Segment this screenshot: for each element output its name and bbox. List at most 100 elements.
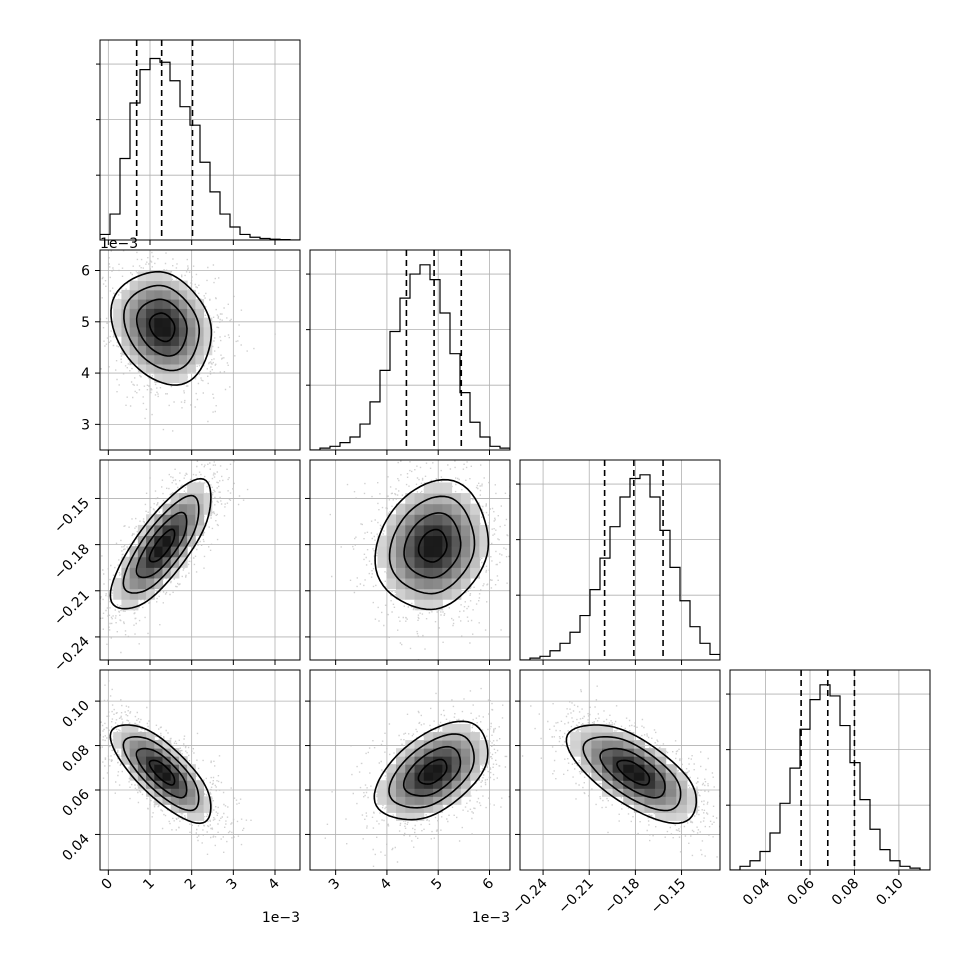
density-cell bbox=[414, 503, 425, 515]
x-tick-label: 3 bbox=[326, 876, 344, 894]
density-cell bbox=[386, 764, 397, 773]
density-cell bbox=[442, 732, 453, 741]
density-cell bbox=[162, 289, 172, 300]
density-cell bbox=[121, 599, 131, 611]
density-cell bbox=[170, 503, 180, 515]
density-cell bbox=[377, 535, 388, 547]
panel-content bbox=[310, 250, 510, 450]
density-cell bbox=[460, 524, 471, 537]
histogram-step bbox=[310, 264, 510, 450]
density-cell bbox=[137, 299, 147, 309]
density-cell bbox=[405, 567, 416, 579]
x-offset-label: 1e−3 bbox=[472, 910, 510, 926]
density-cell bbox=[203, 796, 213, 805]
density-cell bbox=[414, 514, 425, 526]
density-cell bbox=[451, 546, 462, 558]
density-cell bbox=[460, 764, 471, 773]
density-cell bbox=[146, 578, 155, 590]
density-cell bbox=[451, 764, 462, 773]
density-cell bbox=[644, 780, 656, 789]
density-cell bbox=[414, 556, 425, 568]
contour-line bbox=[599, 747, 666, 799]
density-cell bbox=[470, 772, 480, 781]
density-cell bbox=[146, 748, 155, 757]
density-cell bbox=[433, 493, 443, 505]
density-cell bbox=[137, 308, 147, 319]
panel-0-0 bbox=[96, 39, 301, 245]
density-cell bbox=[121, 345, 131, 356]
density-cell bbox=[154, 299, 163, 309]
density-cell bbox=[396, 535, 406, 547]
density-cell bbox=[423, 764, 434, 773]
panel-1-0 bbox=[95, 249, 301, 455]
density-cell bbox=[195, 796, 205, 805]
panel-frame bbox=[309, 669, 511, 871]
density-cell bbox=[423, 546, 434, 558]
density-cell bbox=[178, 280, 188, 291]
density-cell bbox=[414, 788, 425, 797]
panel-frame bbox=[309, 459, 511, 661]
panel-content bbox=[520, 460, 720, 660]
density-cell bbox=[580, 748, 592, 757]
density-cell bbox=[162, 503, 172, 515]
density-cell bbox=[676, 804, 688, 813]
density-cell bbox=[591, 740, 603, 749]
y-tick-label: 5 bbox=[81, 315, 90, 331]
panel-content bbox=[310, 670, 510, 870]
density-cell bbox=[129, 336, 139, 346]
density-cell bbox=[442, 748, 453, 757]
density-cell bbox=[129, 599, 139, 611]
density-cell bbox=[396, 514, 406, 526]
density-cell bbox=[121, 732, 131, 741]
density-cell bbox=[386, 578, 397, 590]
density-cell bbox=[129, 299, 139, 309]
density-cell bbox=[203, 326, 213, 337]
panel-content bbox=[520, 670, 720, 870]
density-cell bbox=[423, 514, 434, 526]
histogram-step bbox=[100, 57, 300, 240]
contour-line bbox=[374, 478, 490, 611]
density-cell bbox=[121, 724, 131, 733]
density-cell bbox=[479, 546, 490, 558]
y-tick-label: 4 bbox=[81, 366, 90, 382]
contour-line bbox=[135, 747, 188, 799]
density-cell bbox=[414, 493, 425, 505]
density-cell bbox=[121, 336, 131, 346]
density-cell bbox=[442, 740, 453, 749]
density-cell bbox=[612, 740, 624, 749]
density-cell bbox=[655, 804, 667, 813]
density-cell bbox=[154, 289, 163, 300]
density-cell bbox=[162, 280, 172, 291]
density-cell bbox=[146, 271, 155, 282]
density-cell bbox=[405, 535, 416, 547]
density-cell bbox=[423, 732, 434, 741]
density-cell bbox=[470, 748, 480, 757]
density-cell bbox=[187, 796, 196, 805]
density-cell bbox=[423, 796, 434, 805]
density-cell bbox=[414, 535, 425, 547]
density-cell bbox=[195, 503, 205, 515]
density-cell bbox=[170, 345, 180, 356]
density-cell bbox=[433, 503, 443, 515]
density-cell bbox=[623, 796, 635, 805]
density-cell bbox=[386, 780, 397, 789]
density-cell bbox=[451, 535, 462, 547]
density-cell bbox=[178, 524, 188, 537]
y-tick-label: −0.24 bbox=[51, 633, 93, 675]
density-cell bbox=[676, 780, 688, 789]
panel-content bbox=[100, 40, 300, 240]
density-cell bbox=[433, 482, 443, 494]
density-cell bbox=[602, 724, 614, 733]
density-cell bbox=[414, 780, 425, 789]
density-cell bbox=[170, 756, 180, 765]
contour-line bbox=[148, 528, 176, 563]
density-cell bbox=[433, 556, 443, 568]
density-cell bbox=[386, 556, 397, 568]
density-cell bbox=[154, 567, 163, 579]
density-cell bbox=[405, 493, 416, 505]
density-cell bbox=[644, 748, 656, 757]
density-cell bbox=[405, 796, 416, 805]
density-cell bbox=[396, 556, 406, 568]
density-cell bbox=[676, 812, 688, 821]
density-cell bbox=[442, 535, 453, 547]
